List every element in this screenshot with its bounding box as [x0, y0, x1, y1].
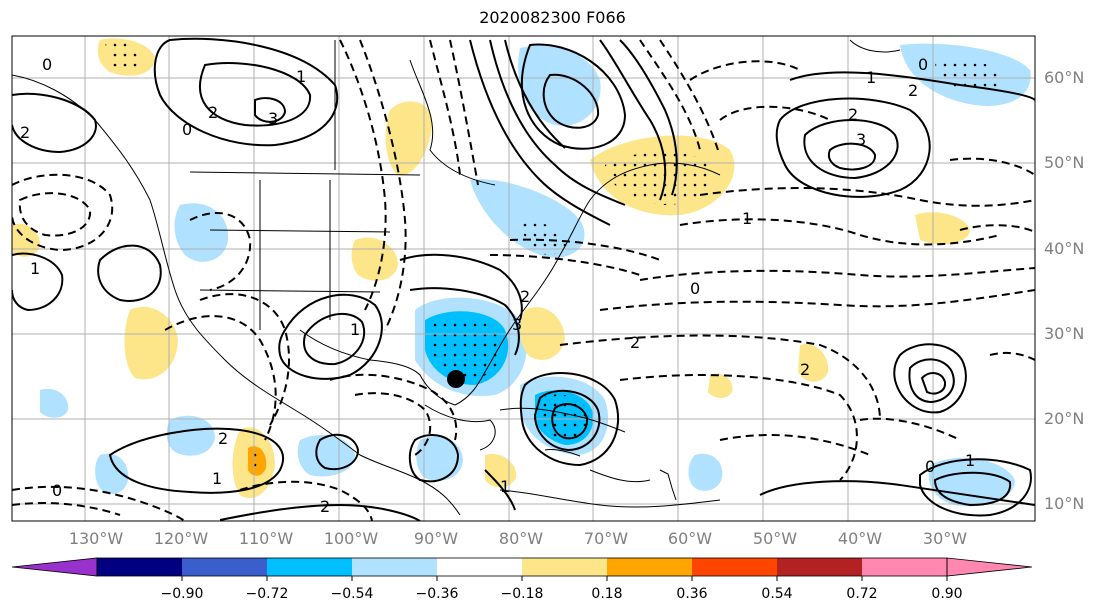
lon-label: 110°W [238, 529, 294, 548]
lat-label: 50°N [1044, 153, 1085, 172]
colorbar-tick-label: 0.36 [676, 586, 708, 602]
contours-solid [12, 37, 1035, 521]
colorbar-swatch [862, 558, 947, 576]
shade-yellow [708, 373, 733, 398]
colorbar-swatch [97, 558, 182, 576]
colorbar-tick-label: 0.72 [846, 586, 878, 602]
lat-label: 10°N [1044, 494, 1085, 513]
contour-label: 2 [20, 123, 30, 142]
colorbar-tick-label: −0.36 [415, 586, 459, 602]
colorbar-extend-high [946, 557, 1033, 577]
shade-blue-light [688, 453, 723, 491]
colorbar-tick-label: 0.18 [591, 586, 623, 602]
contour-label: 3 [512, 315, 522, 334]
shade-blue-light [40, 388, 69, 418]
shade-yellow [385, 101, 433, 176]
colorbar-tick-label: 0.90 [931, 586, 963, 602]
lon-label: 70°W [583, 529, 629, 548]
contour-label: 0 [690, 279, 700, 298]
shade-blue-light [928, 457, 1015, 507]
lon-label: 90°W [413, 529, 459, 548]
colorbar-swatch [437, 558, 522, 576]
shade-blue-light [174, 203, 229, 262]
stippling-layer [105, 40, 1005, 470]
contour-label: 0 [918, 55, 928, 74]
shade-yellow [798, 344, 829, 382]
colorbar-swatch [777, 558, 862, 576]
contour-labels: 0 0 1 2 3 2 1 0 2 3 1 2 1 0 2 3 2 1 0 2 … [20, 55, 975, 516]
contour-label: 3 [856, 130, 866, 149]
colorbar [11, 557, 1033, 581]
contour-label: 0 [925, 457, 935, 476]
colorbar-swatch [692, 558, 777, 576]
contour-label: 2 [320, 497, 330, 516]
contour-label: 2 [218, 429, 228, 448]
colorbar-swatch [182, 558, 267, 576]
shade-blue-light [297, 435, 355, 477]
contour-label: 2 [848, 105, 858, 124]
contour-label: 2 [520, 287, 530, 306]
lon-label: 60°W [667, 529, 713, 548]
colorbar-tick-label: −0.72 [245, 586, 289, 602]
contour-label: 1 [296, 67, 306, 86]
lon-label: 120°W [153, 529, 209, 548]
colorbar-tick-label: −0.90 [160, 586, 204, 602]
colorbar-tick-label: −0.18 [500, 586, 544, 602]
shade-yellow [351, 237, 398, 281]
colorbar-swatch [607, 558, 692, 576]
storm-marker [447, 370, 465, 388]
lon-label: 50°W [752, 529, 798, 548]
map-frame [11, 35, 1036, 522]
lon-label: 80°W [498, 529, 544, 548]
contour-label: 1 [500, 477, 510, 496]
lat-label: 30°N [1044, 324, 1085, 343]
shade-blue-light [518, 45, 601, 126]
graticule [12, 36, 1035, 521]
lat-label: 20°N [1044, 409, 1085, 428]
contour-label: 0 [42, 55, 52, 74]
shade-yellow [12, 223, 40, 257]
contour-label: 0 [182, 120, 192, 139]
lon-label: 40°W [837, 529, 883, 548]
contour-label: 1 [866, 68, 876, 87]
lon-label: 30°W [922, 529, 968, 548]
contour-label: 3 [268, 109, 278, 128]
lat-label: 40°N [1044, 239, 1085, 258]
contour-label: 1 [742, 209, 752, 228]
map-title: 2020082300 F066 [479, 8, 626, 27]
shade-blue-light [416, 436, 463, 481]
colorbar-tick-label: 0.54 [761, 586, 793, 602]
colorbar-swatch [352, 558, 437, 576]
colorbar-swatch [267, 558, 352, 576]
shade-yellow [915, 212, 970, 245]
lon-label: 100°W [323, 529, 379, 548]
lat-label: 60°N [1044, 68, 1085, 87]
contour-label: 0 [52, 481, 62, 500]
shade-blue-light [166, 415, 215, 456]
colorbar-swatch [522, 558, 607, 576]
colorbar-extend-low [11, 557, 98, 577]
coastlines [12, 39, 901, 516]
contour-label: 1 [965, 451, 975, 470]
contour-label: 1 [30, 259, 40, 278]
shading-layer [12, 38, 1031, 507]
contour-label: 2 [908, 81, 918, 100]
contours-dashed [12, 39, 1035, 521]
contour-label: 2 [208, 103, 218, 122]
contour-label: 1 [212, 469, 222, 488]
shade-yellow [124, 306, 178, 380]
contour-label: 1 [350, 320, 360, 339]
contour-label: 2 [800, 360, 810, 379]
contour-label: 2 [630, 333, 640, 352]
lon-label: 130°W [68, 529, 124, 548]
shade-blue-light [95, 453, 129, 494]
colorbar-tick-label: −0.54 [330, 586, 374, 602]
